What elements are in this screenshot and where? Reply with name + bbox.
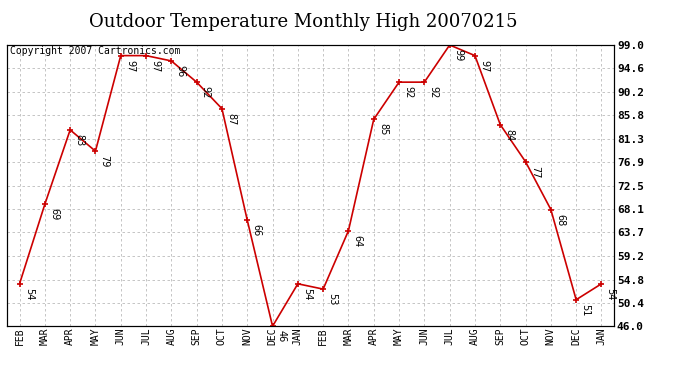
Text: 97: 97 bbox=[125, 60, 135, 72]
Text: 69: 69 bbox=[49, 209, 59, 220]
Text: Outdoor Temperature Monthly High 20070215: Outdoor Temperature Monthly High 2007021… bbox=[89, 13, 518, 31]
Text: 84: 84 bbox=[504, 129, 515, 141]
Text: 77: 77 bbox=[530, 166, 540, 178]
Text: 66: 66 bbox=[251, 224, 262, 237]
Text: 99: 99 bbox=[454, 49, 464, 62]
Text: 64: 64 bbox=[353, 235, 363, 247]
Text: 87: 87 bbox=[226, 113, 236, 125]
Text: 54: 54 bbox=[23, 288, 34, 300]
Text: 68: 68 bbox=[555, 214, 565, 226]
Text: 97: 97 bbox=[479, 60, 489, 72]
Text: 53: 53 bbox=[327, 293, 337, 306]
Text: 92: 92 bbox=[201, 86, 211, 99]
Text: 54: 54 bbox=[606, 288, 615, 300]
Text: 92: 92 bbox=[428, 86, 439, 99]
Text: 92: 92 bbox=[403, 86, 413, 99]
Text: 85: 85 bbox=[378, 123, 388, 136]
Text: 51: 51 bbox=[580, 304, 591, 316]
Text: 96: 96 bbox=[175, 65, 186, 77]
Text: Copyright 2007 Cartronics.com: Copyright 2007 Cartronics.com bbox=[10, 46, 180, 56]
Text: 83: 83 bbox=[75, 134, 84, 146]
Text: 46: 46 bbox=[277, 330, 287, 343]
Text: 79: 79 bbox=[99, 155, 110, 168]
Text: 54: 54 bbox=[302, 288, 312, 300]
Text: 97: 97 bbox=[150, 60, 160, 72]
